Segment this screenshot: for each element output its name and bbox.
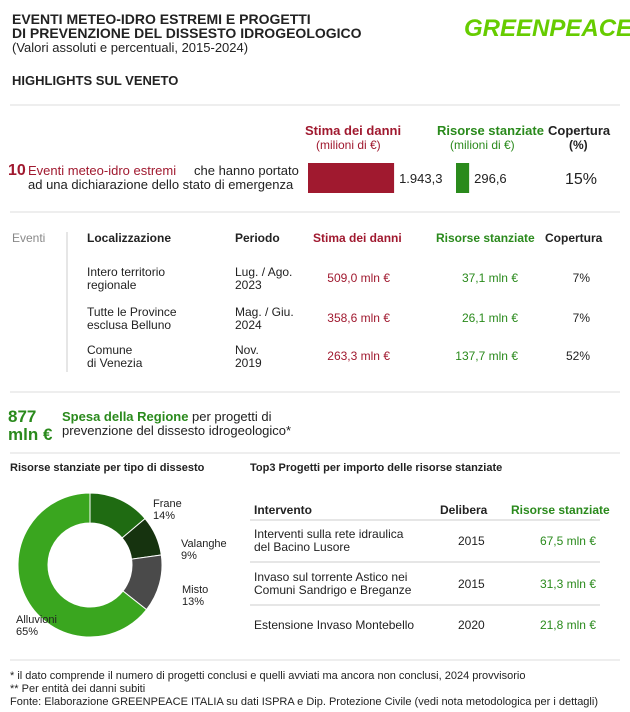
cell: 2015: [458, 534, 485, 548]
slice-label: Alluvioni: [16, 614, 57, 626]
cell: 358,6 mln €: [327, 311, 390, 325]
cell: 2020: [458, 618, 485, 632]
cell: 7%: [572, 311, 590, 325]
event-label: Eventi meteo-idro estremi: [28, 163, 177, 178]
column-header: Copertura: [545, 231, 603, 245]
subtitle: (Valori assoluti e percentuali, 2015-202…: [12, 40, 249, 55]
column-header: Intervento: [254, 503, 313, 517]
section-title: HIGHLIGHTS SUL VENETO: [12, 73, 179, 88]
cell: 67,5 mln €: [539, 534, 596, 548]
bar: [308, 163, 395, 193]
cell: 137,7 mln €: [455, 349, 518, 363]
column-header: Risorse stanziate: [511, 503, 610, 517]
slice-value: 14%: [153, 510, 176, 522]
slice-value: 13%: [182, 596, 205, 608]
column-header: Eventi: [12, 231, 46, 245]
legend-unit: (milioni di €): [450, 138, 515, 152]
logo: GREENPEACE: [464, 15, 630, 42]
cell: 21,8 mln €: [539, 618, 596, 632]
column-header: (%): [569, 138, 588, 152]
cell: 52%: [565, 349, 590, 363]
slice-value: 65%: [16, 626, 39, 638]
spending-unit: mln €: [8, 425, 53, 444]
cell: Interventi sulla rete idraulica del Baci…: [254, 527, 404, 554]
pie-slice: [17, 492, 148, 638]
legend-label: Stima dei danni: [305, 123, 402, 138]
cell: 2015: [458, 577, 485, 591]
column-header: Localizzazione: [87, 231, 172, 245]
slice-label: Frane: [153, 498, 182, 510]
cell: Mag. / Giu. 2024: [235, 305, 294, 332]
text: ad una dichiarazione dello stato di emer…: [28, 177, 294, 192]
cell: Invaso sul torrente Astico nei Comuni Sa…: [254, 570, 412, 597]
spending-amount: 877: [8, 407, 37, 426]
column-header: Stima dei danni: [313, 231, 402, 245]
cell: 263,3 mln €: [327, 349, 390, 363]
slice-label: Misto: [182, 584, 209, 596]
cell: 31,3 mln €: [539, 577, 596, 591]
slice-label: Valanghe: [181, 538, 227, 550]
cell: 26,1 mln €: [461, 311, 518, 325]
slice-value: 9%: [181, 550, 197, 562]
value-label: 1.943,3: [399, 171, 443, 186]
bar: [456, 163, 470, 193]
title: EVENTI METEO-IDRO ESTREMI E PROGETTI: [12, 11, 311, 27]
cell: 37,1 mln €: [461, 271, 518, 285]
chart-title: Risorse stanziate per tipo di dissesto: [10, 462, 205, 474]
table-title: Top3 Progetti per importo delle risorse …: [250, 462, 503, 474]
cell: Nov. 2019: [235, 343, 262, 370]
cell: Lug. / Ago. 2023: [235, 265, 293, 292]
value-label: 296,6: [474, 171, 507, 186]
cell: 509,0 mln €: [327, 271, 390, 285]
text: per progetti di: [192, 409, 272, 424]
cell: Intero territorio regionale: [87, 265, 166, 292]
event-count: 10: [8, 162, 26, 179]
column-header: Delibera: [440, 503, 488, 517]
column-header: Copertura: [548, 123, 611, 138]
text: prevenzione del dissesto idrogeologico*: [62, 423, 292, 438]
cell: Tutte le Province esclusa Belluno: [87, 305, 177, 332]
text: che hanno portato: [194, 163, 299, 178]
footnote: * il dato comprende il numero di progett…: [10, 670, 526, 682]
footnote: Fonte: Elaborazione GREENPEACE ITALIA su…: [10, 696, 598, 708]
spending-label: Spesa della Regione: [62, 409, 189, 424]
legend-label: Risorse stanziate: [437, 123, 544, 138]
footnote: ** Per entità dei danni subiti: [10, 683, 146, 695]
column-header: Risorse stanziate: [436, 231, 535, 245]
cell: Comune di Venezia: [87, 343, 143, 370]
column-header: Periodo: [235, 231, 280, 245]
title: DI PREVENZIONE DEL DISSESTO IDROGEOLOGIC…: [12, 25, 362, 41]
cell: Estensione Invaso Montebello: [254, 618, 415, 632]
legend-unit: (milioni di €): [316, 138, 381, 152]
cell: 7%: [572, 271, 590, 285]
coverage: 15%: [565, 171, 598, 188]
